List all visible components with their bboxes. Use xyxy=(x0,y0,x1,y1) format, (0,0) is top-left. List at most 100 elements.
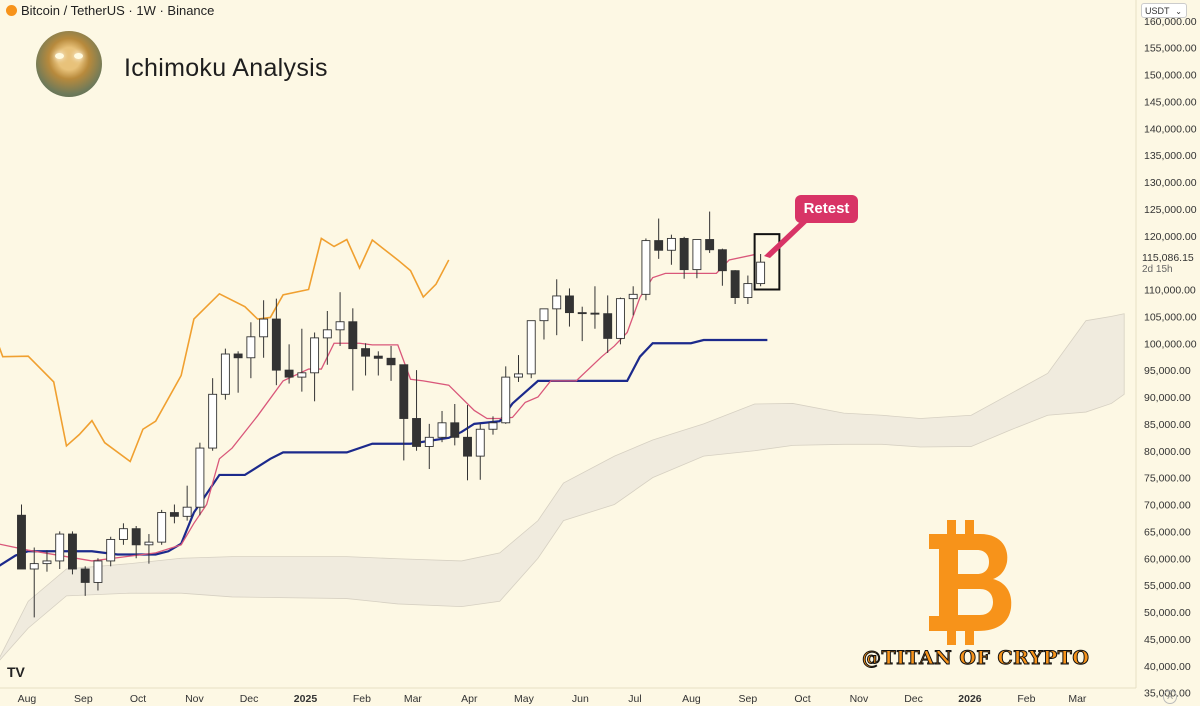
candle-body xyxy=(743,283,753,299)
candle-body xyxy=(182,506,192,517)
candle-body xyxy=(348,321,358,350)
x-axis-tick-label: Sep xyxy=(739,693,758,705)
y-axis-tick-label: 65,000.00 xyxy=(1144,526,1191,538)
candle-body xyxy=(335,321,345,331)
candle-body xyxy=(220,353,230,395)
candle-body xyxy=(118,528,128,540)
candle-body xyxy=(730,270,740,299)
candle-body xyxy=(144,541,154,546)
candle-body xyxy=(692,239,702,271)
candle-body xyxy=(233,353,243,359)
x-axis-tick-label: Feb xyxy=(353,693,371,705)
bitcoin-logo-icon xyxy=(929,520,1012,645)
glowing-eye-icon xyxy=(74,53,83,59)
candle-body xyxy=(475,428,485,457)
retest-annotation: Retest xyxy=(795,195,858,223)
chikou-span-line xyxy=(0,237,450,463)
y-axis-tick-label: 95,000.00 xyxy=(1144,365,1191,377)
y-axis-tick-label: 155,000.00 xyxy=(1144,43,1197,55)
candle-body xyxy=(55,533,65,562)
x-axis-tick-label: Mar xyxy=(1068,693,1087,705)
candle-body xyxy=(361,348,371,357)
avatar xyxy=(36,31,102,97)
candle-body xyxy=(526,320,536,375)
tenkan-sen-line xyxy=(0,253,755,562)
symbol-title: Bitcoin / TetherUS · 1W · Binance xyxy=(21,3,215,18)
glowing-eye-icon xyxy=(55,53,64,59)
candle-body xyxy=(654,240,664,251)
x-axis-tick-label: May xyxy=(514,693,535,705)
candle-body xyxy=(590,312,600,315)
y-axis-tick-label: 75,000.00 xyxy=(1144,473,1191,485)
candle-body xyxy=(514,373,523,378)
candle-body xyxy=(615,298,625,339)
y-axis-tick-label: 100,000.00 xyxy=(1144,338,1197,350)
candle-body xyxy=(424,436,434,447)
x-axis-tick-label: Nov xyxy=(850,693,869,705)
candle-body xyxy=(399,364,409,419)
watermark: @TITAN OF CRYPTO xyxy=(861,647,1090,670)
candle-body xyxy=(539,308,549,322)
candle-body xyxy=(310,337,320,374)
candle-body xyxy=(641,240,651,295)
x-axis-tick-label: Jun xyxy=(572,693,589,705)
candle-body xyxy=(577,312,587,315)
candle-body xyxy=(271,318,281,371)
x-axis-tick-label: Nov xyxy=(185,693,204,705)
retest-pointer xyxy=(764,218,812,258)
y-axis-tick-label: 105,000.00 xyxy=(1144,311,1197,323)
chevron-down-icon: ⌄ xyxy=(1175,7,1182,16)
candle-body xyxy=(80,568,90,583)
x-axis-tick-label: Mar xyxy=(404,693,423,705)
ichimoku-cloud xyxy=(0,313,1125,661)
x-axis-tick-label: Dec xyxy=(240,693,259,705)
candle-body xyxy=(386,357,396,366)
currency-selector[interactable]: USDT ⌄ xyxy=(1141,3,1187,18)
candle-body xyxy=(195,447,205,508)
candle-body xyxy=(412,418,421,447)
y-axis-tick-label: 160,000.00 xyxy=(1144,16,1197,28)
candle-body xyxy=(501,376,511,424)
y-axis-tick-label: 85,000.00 xyxy=(1144,419,1191,431)
candle-body xyxy=(131,528,141,546)
candle-body xyxy=(17,514,26,570)
y-axis-tick-label: 40,000.00 xyxy=(1144,661,1191,673)
y-axis-tick-label: 80,000.00 xyxy=(1144,446,1191,458)
retest-highlight-box xyxy=(753,233,781,291)
y-axis-tick-label: 50,000.00 xyxy=(1144,607,1191,619)
x-axis-tick-label: Jul xyxy=(628,693,641,705)
chart-header: Bitcoin / TetherUS · 1W · Binance xyxy=(6,3,214,18)
candle-body xyxy=(756,261,766,285)
candle-body xyxy=(628,293,638,300)
x-axis-tick-label: 2025 xyxy=(294,693,318,705)
candle-body xyxy=(68,533,77,570)
bitcoin-logo-icon xyxy=(6,5,17,16)
candle-body xyxy=(717,249,727,272)
price-axis-panel xyxy=(1136,0,1200,706)
x-axis-tick-label: Sep xyxy=(74,693,93,705)
candle-body xyxy=(259,318,269,338)
candle-body xyxy=(488,422,498,430)
y-axis-tick-label: 135,000.00 xyxy=(1144,150,1197,162)
candle-body xyxy=(322,329,332,339)
candle-body xyxy=(106,538,116,562)
tradingview-logo: TV xyxy=(7,664,25,680)
y-axis-tick-label: 120,000.00 xyxy=(1144,231,1197,243)
x-axis-tick-label: Feb xyxy=(1017,693,1035,705)
candle-body xyxy=(666,237,676,251)
candle-body xyxy=(463,436,472,457)
y-axis-tick-label: 90,000.00 xyxy=(1144,392,1191,404)
candle-body xyxy=(208,393,218,449)
candle-body xyxy=(565,295,574,314)
auto-scale-button[interactable]: A xyxy=(1163,690,1177,704)
candle-body xyxy=(157,512,167,543)
x-axis-tick-label: Aug xyxy=(682,693,701,705)
y-axis-tick-label: 125,000.00 xyxy=(1144,204,1197,216)
y-axis-tick-label: 145,000.00 xyxy=(1144,96,1197,108)
x-axis-tick-label: Oct xyxy=(130,693,146,705)
candle-countdown: 2d 15h xyxy=(1142,264,1173,275)
y-axis-tick-label: 70,000.00 xyxy=(1144,500,1191,512)
candle-body xyxy=(93,560,103,583)
